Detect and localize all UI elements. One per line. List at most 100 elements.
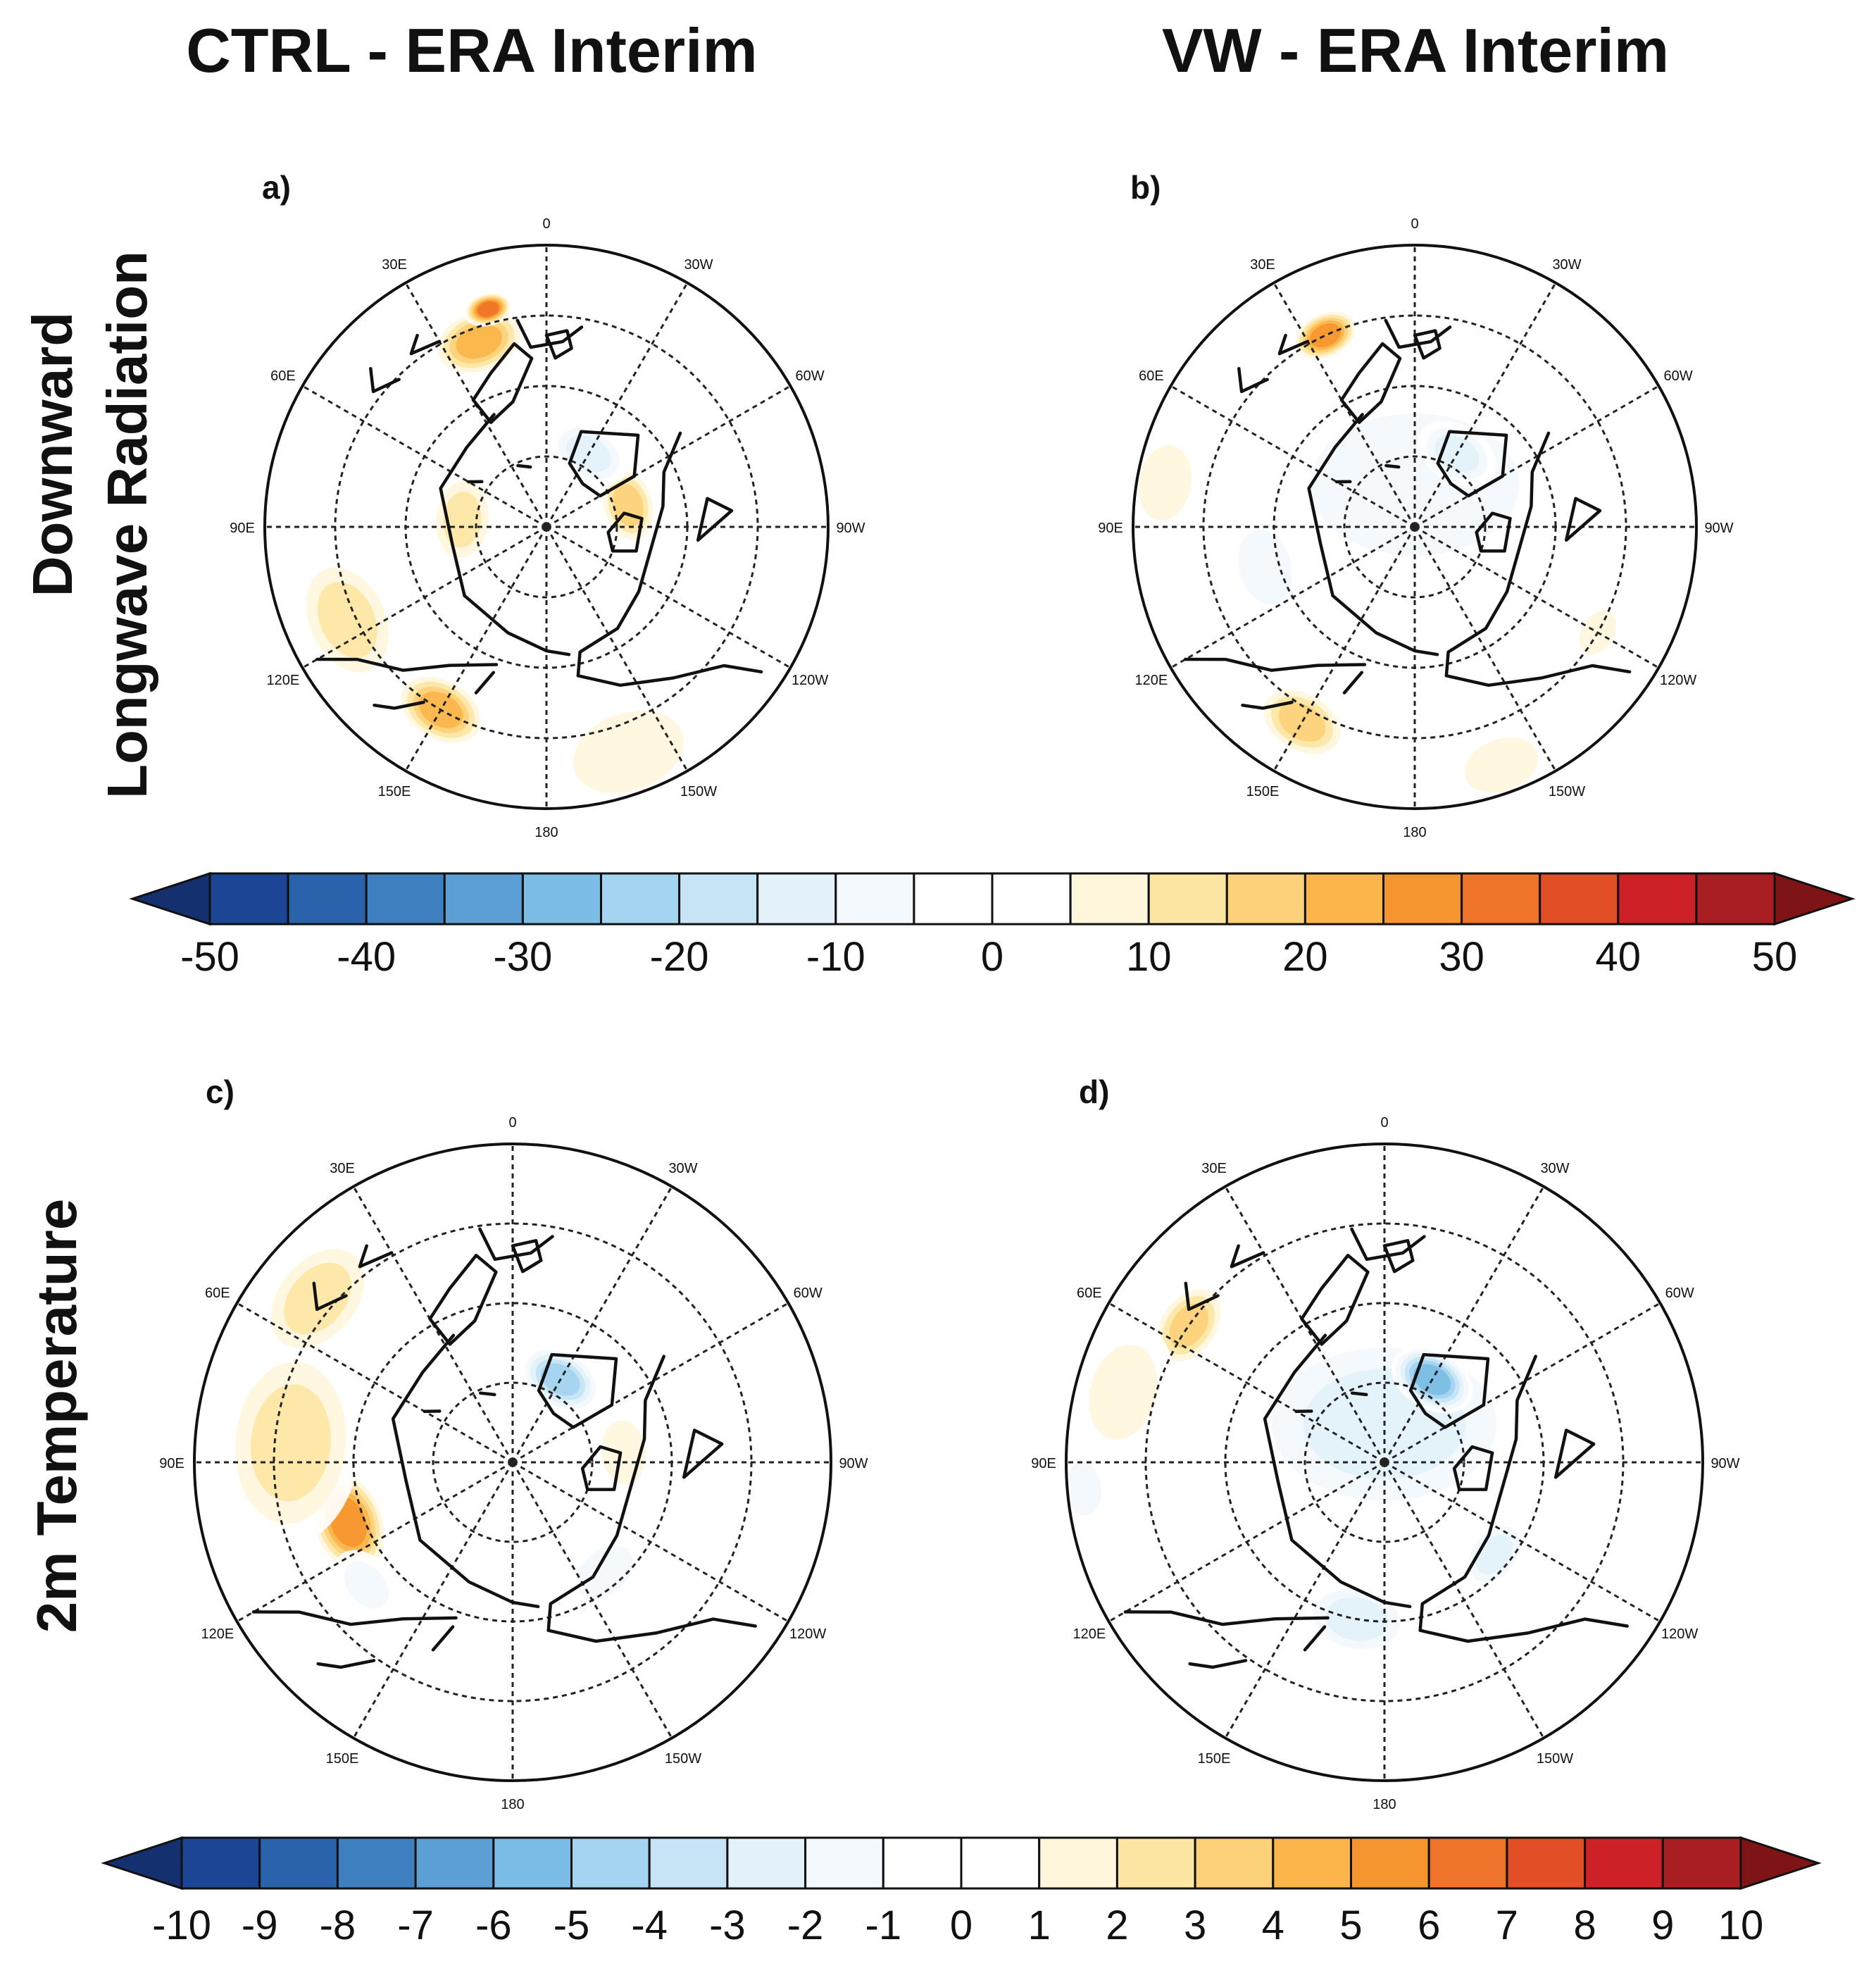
- colorbars: -50 -40 -30 -20 -10 0 10 20 30 40 50-10 -9 -8 -7 -6 -5-…: [101, 871, 1856, 1948]
- meridian-240: [1414, 525, 1660, 669]
- colorbar-box: [287, 872, 368, 926]
- colorbar-tick-label: -8: [320, 1903, 356, 1948]
- colorbar-box: [1695, 872, 1776, 926]
- panel-label-d: d): [1079, 1073, 1109, 1110]
- colorbar-tick-label: -5: [554, 1903, 590, 1948]
- coastline-2: [1418, 1617, 1629, 1643]
- coastline-13: [409, 333, 442, 356]
- longitude-label: 60E: [1077, 1285, 1102, 1301]
- coastline-9: [251, 1610, 458, 1626]
- longitude-label: 150E: [378, 784, 411, 799]
- colorbar-dlr: -50 -40 -30 -20 -10 0 10 20 30 40 50: [129, 871, 1856, 980]
- colorbar-box: [804, 1836, 884, 1890]
- coastlines-b: [1184, 318, 1632, 710]
- coastline-12: [1237, 366, 1269, 394]
- longitude-label: 180: [501, 1797, 524, 1812]
- map-rim-b: [1132, 244, 1698, 810]
- anomaly-contour-c-5-1: [576, 1545, 634, 1599]
- anomaly-contour-c-1-2: [250, 1384, 331, 1502]
- colorbar-box: [1303, 872, 1385, 926]
- colorbar-tick-label: -7: [397, 1903, 434, 1948]
- anomaly-contour-a-0-2: [317, 581, 377, 658]
- colorbar-tick-label: 7: [1496, 1903, 1518, 1948]
- longitude-label: 30E: [382, 257, 407, 273]
- colorbar-tick-label: 1: [1028, 1903, 1051, 1948]
- meridian-150: [1272, 526, 1416, 772]
- meridian-240: [546, 525, 792, 669]
- anomaly-contour-a-2-4: [456, 324, 502, 359]
- colorbar-box: [365, 872, 446, 926]
- longitude-label: 0: [542, 216, 550, 232]
- coastline-6: [471, 342, 534, 424]
- longitude-label: 30E: [330, 1161, 355, 1176]
- coastline-5: [1307, 413, 1439, 656]
- longitude-label: 60E: [1139, 368, 1164, 384]
- meridian-210: [511, 1462, 673, 1739]
- coastlines-d: [1123, 1227, 1629, 1669]
- anomaly-contour-c-2-2: [284, 1262, 351, 1335]
- coastline-5: [1263, 1333, 1412, 1609]
- anomaly-contour-b-4-3: [1278, 702, 1326, 742]
- colorbar-tick-label: 40: [1596, 934, 1641, 980]
- latitude-circle: [1303, 1381, 1465, 1543]
- panel-label-a: a): [262, 169, 291, 206]
- colorbar-box: [1069, 872, 1150, 926]
- panel-c: 0 30W 60W 90W 120W 150W 180 150E 120E 90E 60E 30E c): [159, 1073, 868, 1812]
- coastline-8: [1382, 1239, 1415, 1274]
- coastline-8: [544, 329, 573, 360]
- colorbar-tick-label: -2: [787, 1903, 824, 1948]
- longitude-label: 90E: [159, 1456, 185, 1471]
- map-rim-c: [193, 1143, 832, 1782]
- colorbar-box: [258, 1836, 339, 1890]
- row-title-dlr-line1: Downward: [21, 312, 84, 597]
- row-title-t2m: 2m Temperature: [25, 1199, 88, 1633]
- colorbar-tick-label: -1: [865, 1903, 902, 1948]
- colorbar-box: [600, 872, 681, 926]
- colorbar-tick-label: 5: [1339, 1903, 1362, 1948]
- coastline-1: [1444, 431, 1551, 678]
- coastline-11: [431, 1625, 455, 1652]
- column-title-ctrl: CTRL - ERA Interim: [186, 15, 758, 85]
- longitude-label: 30E: [1250, 257, 1275, 273]
- longitude-label: 180: [1403, 825, 1426, 840]
- colorbar-tick-label: 2: [1106, 1903, 1128, 1948]
- colorbar-box: [913, 872, 994, 926]
- colorbar-arrow-low: [101, 1836, 183, 1891]
- coastline-2: [576, 664, 763, 687]
- longitude-label: 60W: [794, 1285, 823, 1301]
- meridian-60: [236, 1302, 513, 1464]
- coastline-15: [1350, 1391, 1368, 1397]
- colorbar-box: [1427, 1836, 1508, 1890]
- anomaly-contour-b-3-5: [1310, 323, 1342, 348]
- coastline-5: [439, 413, 571, 656]
- coastline-13: [358, 1244, 394, 1269]
- colorbar-box: [336, 1836, 417, 1890]
- longitude-label: 60W: [1665, 1285, 1694, 1301]
- coastline-4: [1553, 1428, 1596, 1479]
- longitude-label: 90W: [839, 1456, 868, 1471]
- anomaly-contour-b-5-1: [1139, 444, 1192, 521]
- colorbar-tick-label: 10: [1718, 1903, 1764, 1948]
- longitude-label: 30W: [668, 1161, 697, 1176]
- coastline-1: [1418, 1355, 1537, 1632]
- meridian-300: [1384, 1302, 1661, 1464]
- colorbar-box: [1506, 1836, 1587, 1890]
- longitude-label: 150E: [1198, 1751, 1231, 1767]
- meridian-300: [546, 385, 792, 528]
- meridian-120: [301, 525, 547, 669]
- coastline-3: [606, 511, 644, 553]
- longitude-label: 90E: [1031, 1456, 1056, 1471]
- longitude-label: 90W: [836, 521, 865, 536]
- coastline-15: [1384, 463, 1401, 469]
- colorbar-box: [1382, 872, 1463, 926]
- coastline-9: [315, 657, 499, 672]
- coastline-10: [1241, 700, 1294, 710]
- coastline-9: [1123, 1610, 1330, 1626]
- meridian-60: [301, 385, 547, 528]
- coastline-4: [696, 497, 734, 542]
- colorbar-tick-label: -50: [180, 934, 239, 980]
- longitude-label: 120E: [1073, 1626, 1106, 1642]
- colorbar-box: [1461, 872, 1542, 926]
- anomaly-contour-b-2-1: [1238, 529, 1292, 604]
